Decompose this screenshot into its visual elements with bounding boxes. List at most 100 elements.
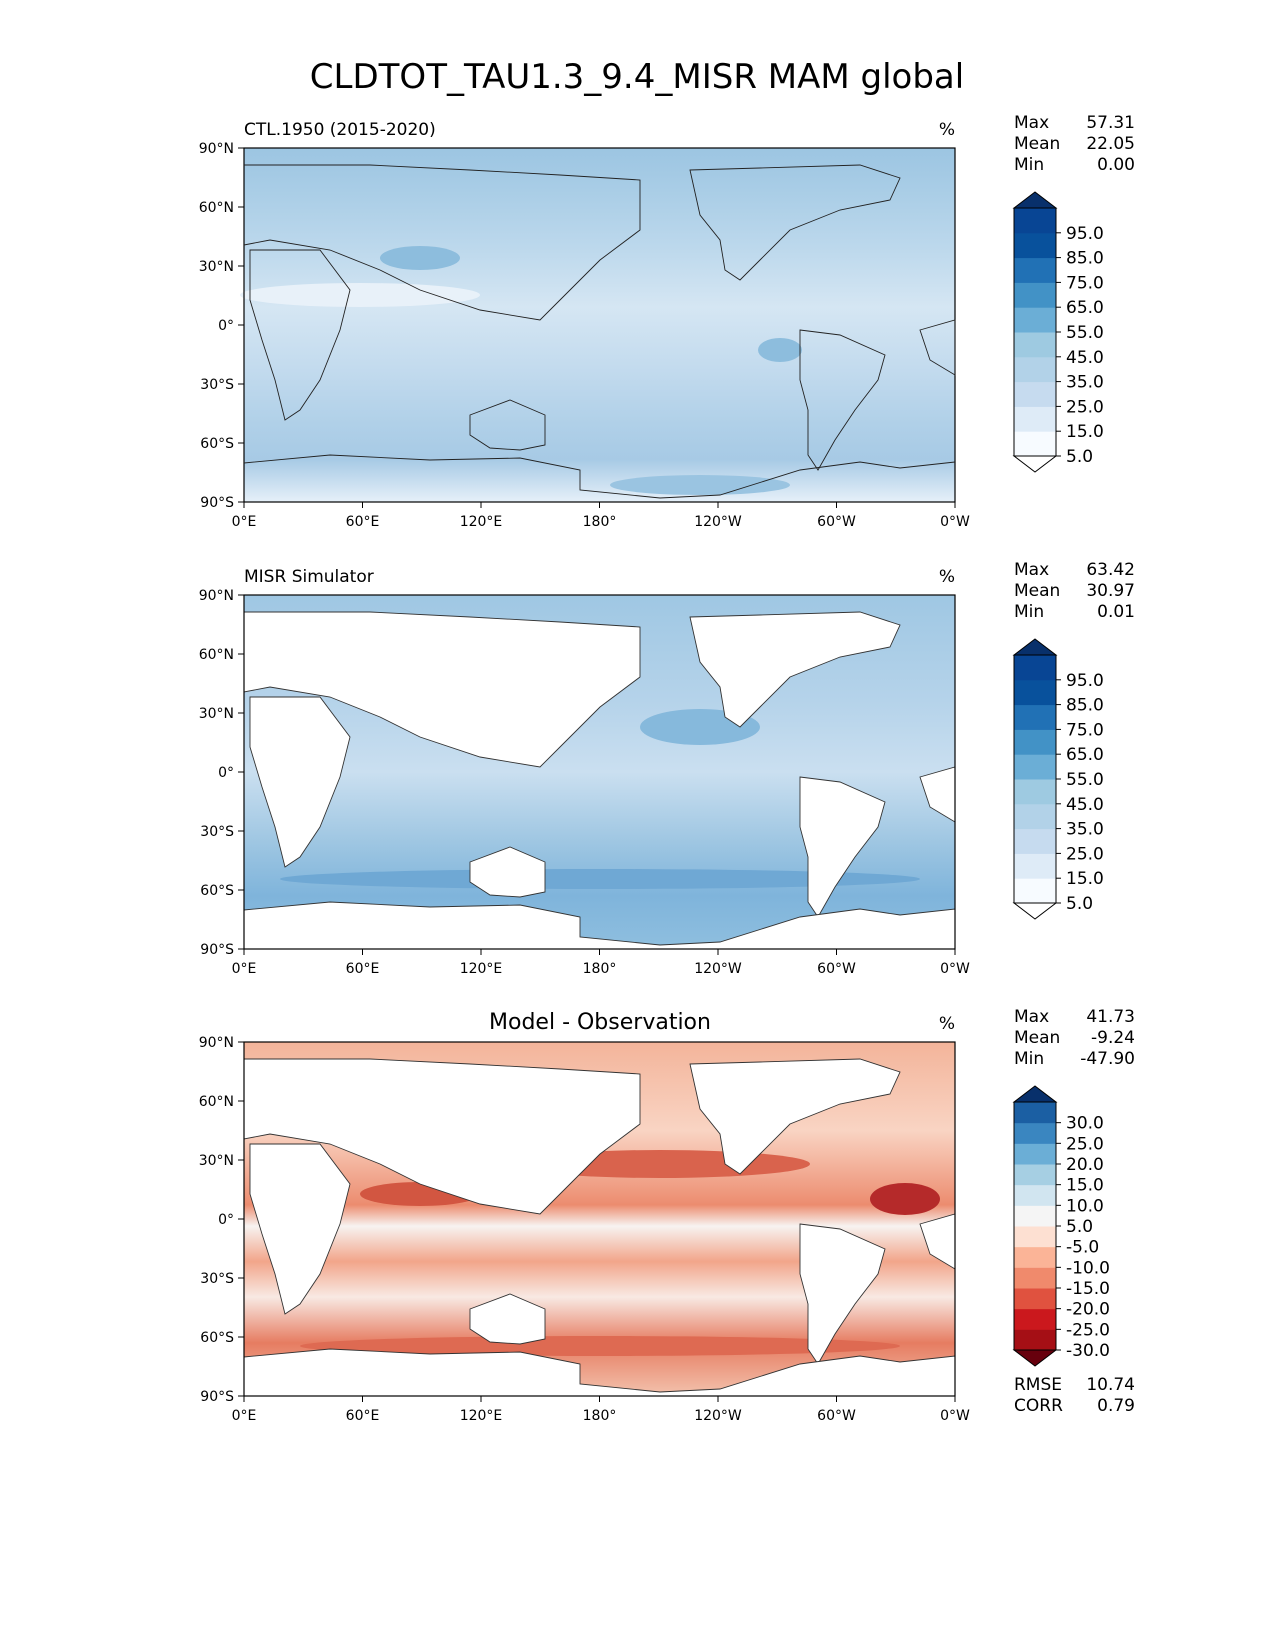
colorbar-segment xyxy=(1014,406,1056,432)
colorbar-segment xyxy=(1014,655,1056,681)
lon-tick-label: 120°W xyxy=(694,1408,742,1424)
panel-diff: 90°N 60°N 30°N 0° 30°S 60°S 90°S 0°E 60°E 120°E 18… xyxy=(199,1007,1135,1424)
colorbar-tick-label: -15.0 xyxy=(1066,1279,1110,1299)
metric-label-rmse: RMSE xyxy=(1014,1375,1062,1395)
colorbar-segment xyxy=(1014,779,1056,805)
lat-tick-label: 30°N xyxy=(199,259,234,275)
land-mask xyxy=(243,611,956,950)
colorbar-tick-label: 10.0 xyxy=(1066,1196,1104,1216)
colorbar-segment xyxy=(1014,803,1056,830)
colorbar-tick-label: -10.0 xyxy=(1066,1258,1110,1278)
colorbar-tick-label: 20.0 xyxy=(1066,1155,1104,1175)
colorbar-segment xyxy=(1014,431,1056,457)
lat-tick-label: 60°N xyxy=(199,1094,234,1110)
axis-ticks: 90°N 60°N 30°N 0° 30°S 60°S 90°S 0°E 60°E 120°E 18… xyxy=(199,588,970,977)
axis-ticks: 90°N 60°N 30°N 0° 30°S 60°S 90°S 0°E 60°E 120°E 18… xyxy=(199,141,970,530)
colorbar-tick-label: 55.0 xyxy=(1066,770,1104,790)
colorbar-tick-label: 65.0 xyxy=(1066,298,1104,318)
colorbar-segment xyxy=(1014,381,1056,407)
lon-tick-label: 0°W xyxy=(940,1408,970,1424)
lat-tick-label: 60°S xyxy=(200,883,234,899)
lon-tick-label: 60°W xyxy=(817,1408,856,1424)
colorbar-tick-label: -30.0 xyxy=(1066,1341,1110,1361)
anomaly-patch xyxy=(870,1183,940,1215)
colorbar-over-triangle xyxy=(1012,1085,1058,1103)
colorbar-tick-label: 45.0 xyxy=(1066,795,1104,815)
colorbar-segment xyxy=(1014,878,1056,904)
metric-value-corr: 0.79 xyxy=(1097,1396,1135,1416)
colorbar-tick-label: -20.0 xyxy=(1066,1300,1110,1320)
lat-tick-label: 0° xyxy=(218,318,234,334)
colorbar-segment xyxy=(1014,257,1056,283)
lon-tick-label: 0°W xyxy=(940,514,970,530)
colorbar-over-triangle xyxy=(1012,638,1058,656)
colorbar-tick-label: 35.0 xyxy=(1066,373,1104,393)
colorbar: 95.0 85.0 75.0 65.0 55.0 45.0 35.0 25.0 15.0 5.0 xyxy=(1012,638,1104,920)
lon-tick-label: 120°E xyxy=(460,514,503,530)
colorbar-segment xyxy=(1014,1267,1056,1289)
panel-units: % xyxy=(939,1014,955,1034)
lat-tick-label: 30°S xyxy=(200,824,234,840)
colorbar-segment xyxy=(1014,332,1056,358)
panel-test: 90°N 60°N 30°N 0° 30°S 60°S 90°S 0°E 60°E 120°E 18… xyxy=(199,113,1135,530)
stat-label-max: Max xyxy=(1014,560,1049,580)
colorbar-segment xyxy=(1014,1102,1056,1124)
colorbar-tick-label: 35.0 xyxy=(1066,820,1104,840)
lon-tick-label: 0°W xyxy=(940,961,970,977)
colorbar-tick-label: 75.0 xyxy=(1066,720,1104,740)
lat-tick-label: 60°S xyxy=(200,1330,234,1346)
colorbar-tick-label: 15.0 xyxy=(1066,1176,1104,1196)
lon-tick-label: 180° xyxy=(583,961,617,977)
colorbar-segment xyxy=(1014,679,1056,706)
stat-label-max: Max xyxy=(1014,1007,1049,1027)
stats-block: Max 41.73 Mean -9.24 Min -47.90 xyxy=(1014,1007,1135,1069)
stat-value-max: 41.73 xyxy=(1086,1007,1135,1027)
colorbar-tick-label: 95.0 xyxy=(1066,224,1104,244)
lat-tick-label: 90°S xyxy=(200,495,234,511)
colorbar-segment xyxy=(1014,307,1056,333)
panel-left-title: MISR Simulator xyxy=(244,567,374,587)
lat-tick-label: 90°S xyxy=(200,942,234,958)
lon-tick-label: 120°W xyxy=(694,961,742,977)
colorbar-segment xyxy=(1014,754,1056,780)
colorbar-segment xyxy=(1014,828,1056,854)
lon-tick-label: 60°W xyxy=(817,514,856,530)
colorbar-under-triangle xyxy=(1012,1349,1058,1367)
stat-label-min: Min xyxy=(1014,602,1044,622)
colorbar-tick-label: 15.0 xyxy=(1066,869,1104,889)
colorbar-segment xyxy=(1014,704,1056,730)
colorbar-segment xyxy=(1014,1329,1056,1351)
stat-value-mean: -9.24 xyxy=(1091,1028,1135,1048)
cloud-band xyxy=(380,246,460,270)
stat-value-min: -47.90 xyxy=(1080,1049,1135,1069)
lon-tick-label: 180° xyxy=(583,1408,617,1424)
colorbar-tick-label: 85.0 xyxy=(1066,696,1104,716)
stat-value-min: 0.00 xyxy=(1097,155,1135,175)
stat-value-mean: 22.05 xyxy=(1086,134,1135,154)
lat-tick-label: 90°N xyxy=(199,141,234,157)
colorbar-segment xyxy=(1014,1226,1056,1248)
lat-tick-label: 60°N xyxy=(199,200,234,216)
panel-ref: 90°N 60°N 30°N 0° 30°S 60°S 90°S 0°E 60°E 120°E 18… xyxy=(199,560,1135,977)
colorbar-segment xyxy=(1014,1122,1056,1144)
colorbar-segment xyxy=(1014,1164,1056,1186)
colorbar-tick-label: 5.0 xyxy=(1066,1217,1093,1237)
colorbar-segment xyxy=(1014,1288,1056,1310)
lat-tick-label: 0° xyxy=(218,1212,234,1228)
lon-tick-label: 60°W xyxy=(817,961,856,977)
lon-tick-label: 180° xyxy=(583,514,617,530)
panel-units: % xyxy=(939,120,955,140)
stat-label-mean: Mean xyxy=(1014,134,1060,154)
lat-tick-label: 60°N xyxy=(199,647,234,663)
colorbar-over-triangle xyxy=(1012,191,1058,209)
stat-label-min: Min xyxy=(1014,155,1044,175)
lon-tick-label: 0°E xyxy=(232,1408,257,1424)
colorbar-tick-label: 30.0 xyxy=(1066,1114,1104,1134)
colorbar-tick-label: 85.0 xyxy=(1066,249,1104,269)
lat-tick-label: 0° xyxy=(218,765,234,781)
stats-block: Max 57.31 Mean 22.05 Min 0.00 xyxy=(1014,113,1135,175)
colorbar-segment xyxy=(1014,1205,1056,1227)
stat-label-min: Min xyxy=(1014,1049,1044,1069)
lon-tick-label: 60°E xyxy=(346,961,380,977)
cloud-band xyxy=(758,338,802,362)
